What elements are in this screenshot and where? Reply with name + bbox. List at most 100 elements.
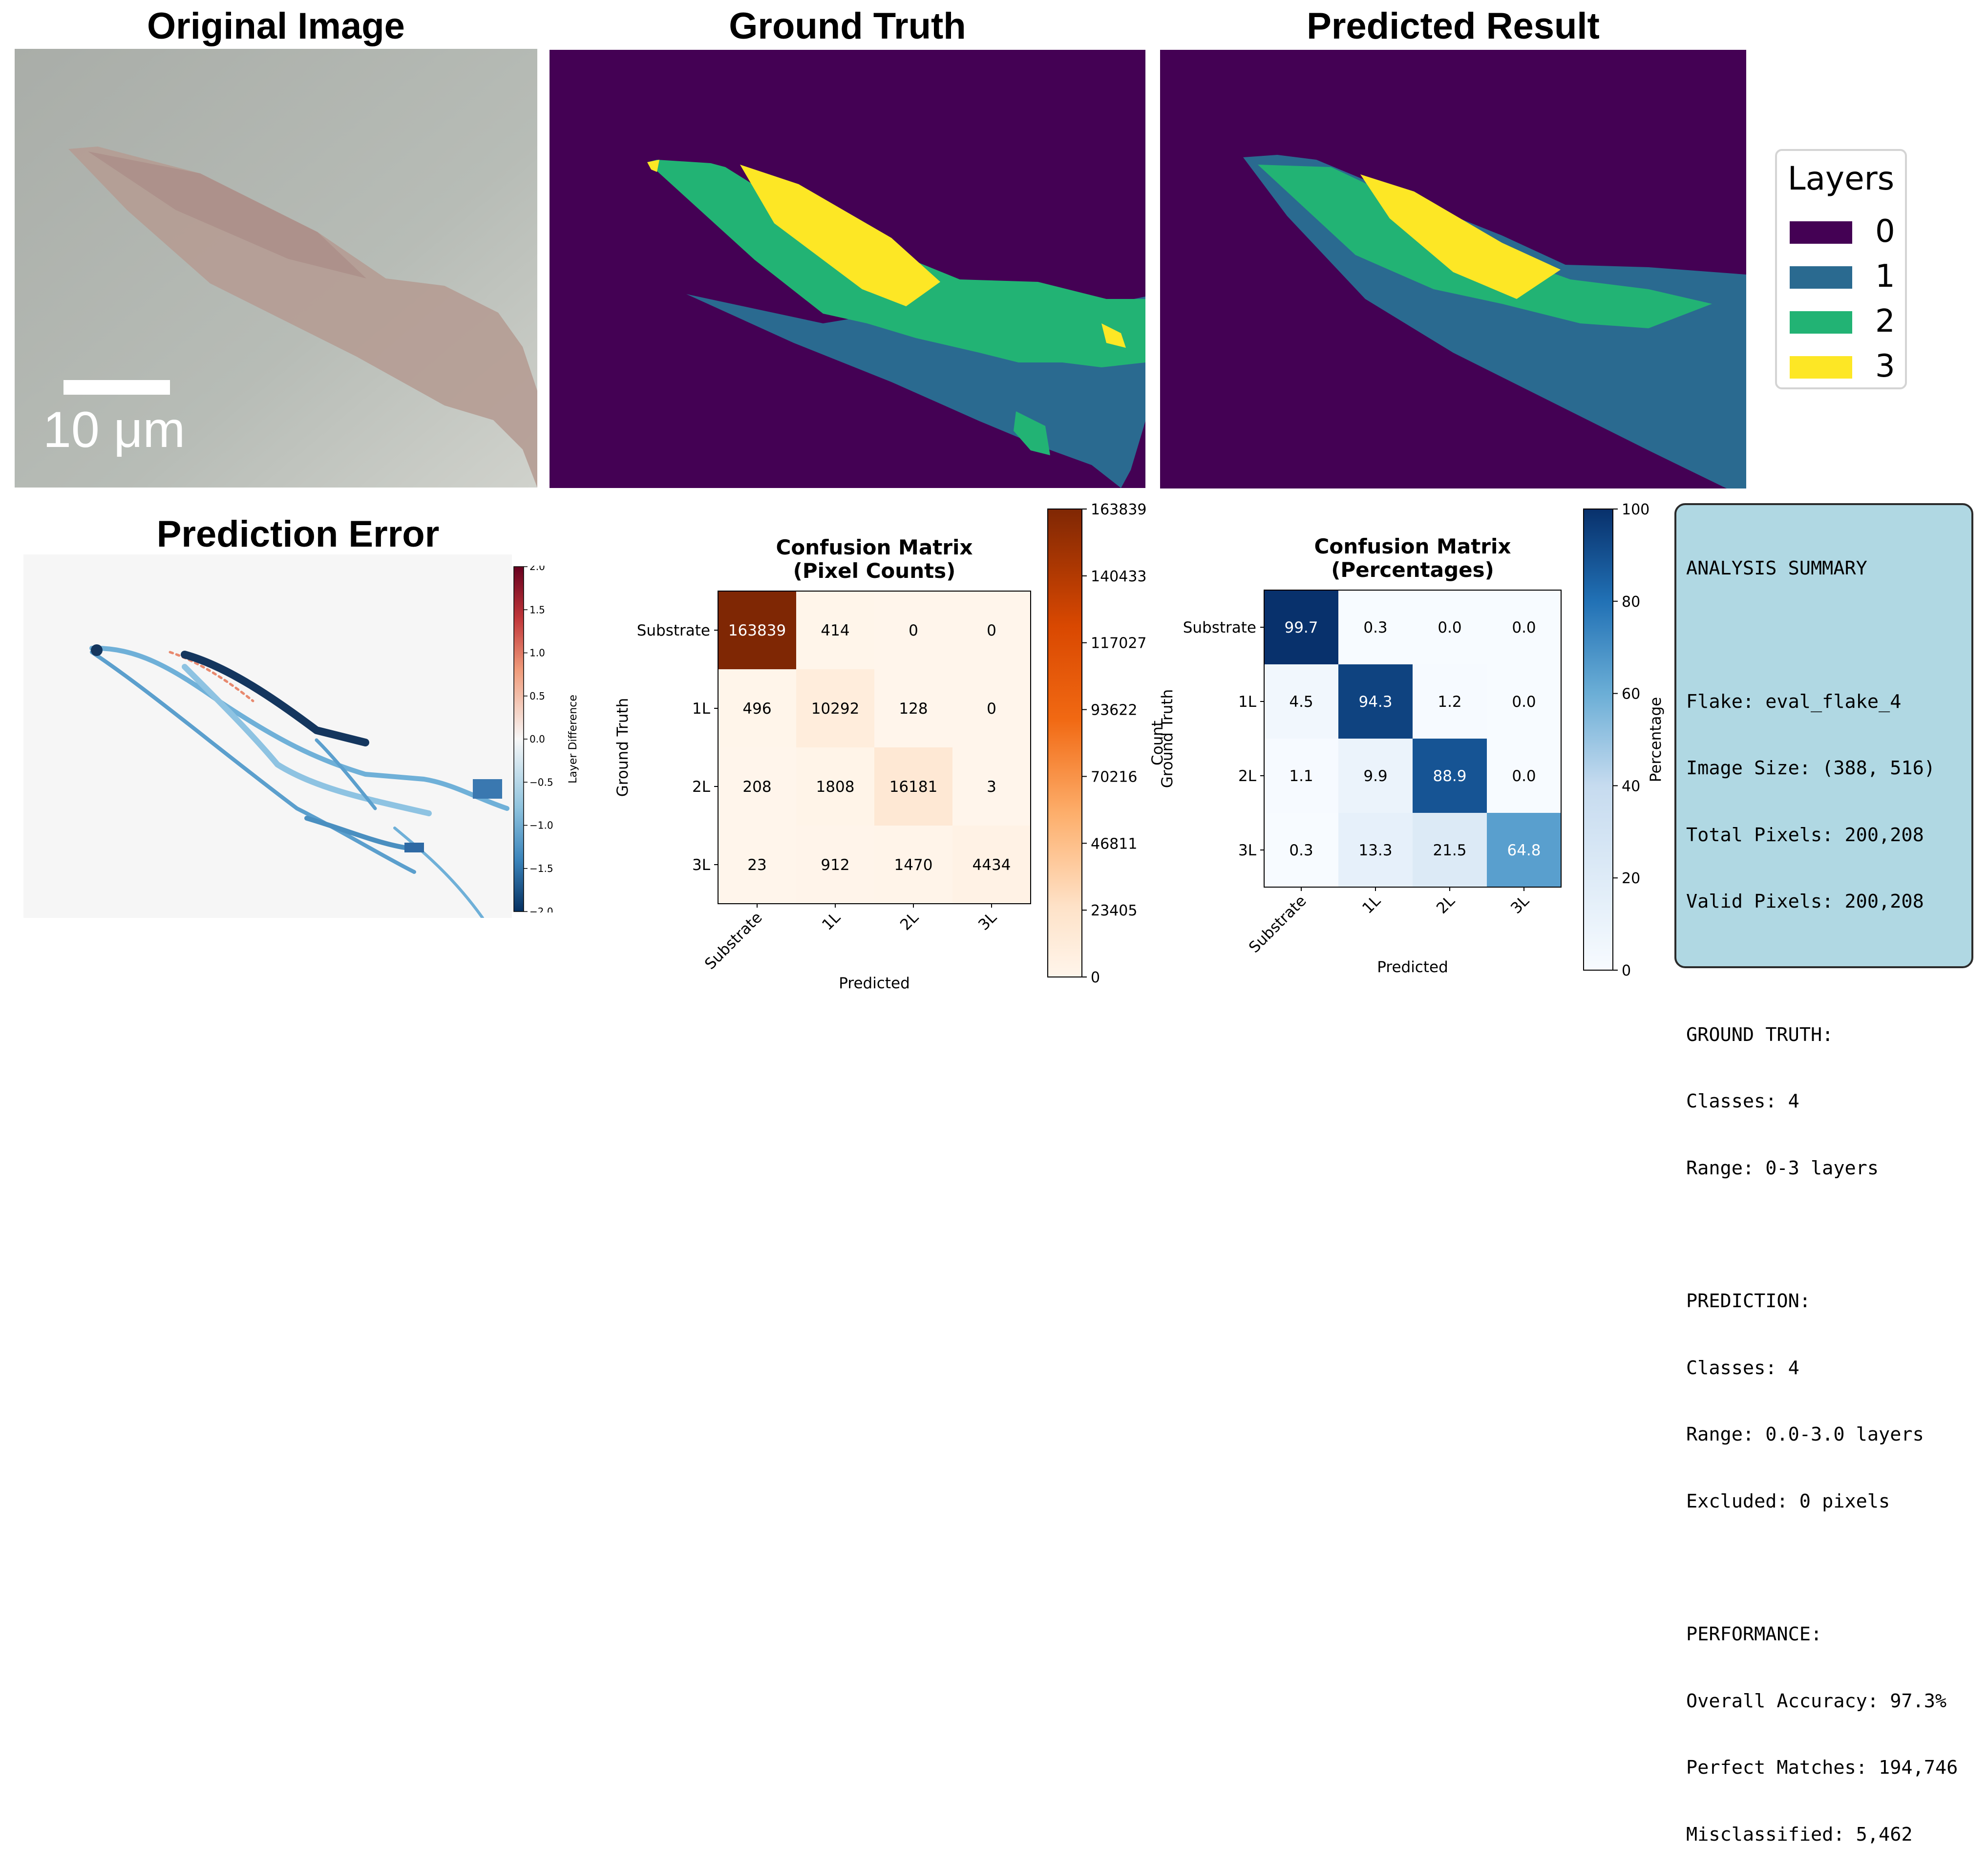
cm-cell-value: 0.0 — [1512, 693, 1536, 711]
cm-colorbar-tick-label: 20 — [1622, 870, 1640, 887]
error-colorbar-tick-label: −1.0 — [529, 820, 553, 831]
prediction-error-title: Prediction Error — [156, 513, 440, 555]
summary-total-pixels: Total Pixels: 200,208 — [1686, 824, 1924, 846]
cm-cell-value: 94.3 — [1358, 693, 1392, 711]
cm-cell — [718, 826, 796, 904]
cm-xlabel: Predicted — [839, 975, 910, 992]
legend-label: 1 — [1875, 258, 1895, 295]
legend-swatch — [1790, 311, 1852, 334]
cm-colorbar-tick-label: 46811 — [1091, 835, 1137, 852]
cm-cell — [952, 826, 1031, 904]
cm-cell-value: 99.7 — [1284, 619, 1318, 637]
cm-colorbar-tick-label: 60 — [1622, 686, 1640, 703]
error-map — [23, 554, 512, 918]
cm-cell — [874, 591, 952, 669]
cm-cell — [1487, 739, 1561, 813]
legend-swatch — [1790, 221, 1852, 244]
cm-cell-value: 3 — [987, 778, 996, 796]
cm-cell — [874, 826, 952, 904]
cm-cell-value: 0.0 — [1512, 767, 1536, 785]
error-colorbar-tick-label: −2.0 — [529, 906, 553, 913]
cm-frame — [718, 591, 1031, 904]
predicted-image — [1160, 50, 1746, 488]
legend-item: 3 — [1790, 348, 1897, 384]
error-tip — [91, 644, 103, 656]
cm-cell — [796, 669, 874, 747]
cm-colorbar-tick-label: 80 — [1622, 594, 1640, 611]
error-mid-band — [304, 816, 407, 850]
cm-cell — [1413, 813, 1487, 887]
cm-xlabel: Predicted — [1377, 958, 1448, 976]
cm-colorbar-tick-label: 117027 — [1091, 635, 1147, 652]
cm-title-line: Confusion Matrix — [776, 535, 973, 559]
summary-gt-range: Range: 0-3 layers — [1686, 1157, 1879, 1179]
cm-cell — [1487, 590, 1561, 664]
cm-cell — [796, 826, 874, 904]
cm-frame — [1264, 590, 1562, 888]
cm-colorbar-tick-label: 70216 — [1091, 768, 1137, 785]
legend-swatch — [1790, 356, 1852, 379]
cm-colorbar-tick-label: 0 — [1622, 962, 1631, 979]
error-colorbar-tick-label: 0.5 — [529, 690, 545, 702]
cm-x-tick-label: 1L — [819, 909, 844, 934]
cm-x-tick-label: 2L — [897, 909, 922, 934]
cm-cell-value: 4434 — [973, 856, 1011, 874]
cm-title-line: (Pixel Counts) — [793, 559, 956, 583]
error-edge-lower — [90, 650, 416, 874]
cm-y-tick-label: 1L — [1238, 693, 1257, 711]
cm-cell-value: 21.5 — [1433, 842, 1466, 859]
cm-x-tick-label: Substrate — [701, 909, 766, 973]
cm-x-tick-label: Substrate — [1246, 892, 1310, 956]
cm-cell — [1487, 664, 1561, 739]
cm-colorbar-tick-label: 23405 — [1091, 902, 1137, 919]
cm-y-tick-label: 3L — [692, 856, 711, 874]
cm-x-tick-label: 1L — [1359, 892, 1384, 917]
cm-cell — [952, 747, 1031, 826]
gt-layer3-edge-region — [1101, 323, 1126, 348]
error-map-svg — [23, 554, 512, 918]
cm-cell-value: 9.9 — [1363, 767, 1387, 785]
summary-pred-classes: Classes: 4 — [1686, 1357, 1799, 1379]
layers-legend: Layers 0 1 2 3 — [1775, 149, 1907, 389]
error-lower-tail — [393, 827, 484, 918]
cm-cell-value: 496 — [742, 700, 771, 718]
summary-image-size: Image Size: (388, 516) — [1686, 757, 1935, 779]
cm-title-line: Confusion Matrix — [1314, 534, 1511, 558]
error-colorbar: 2.0 1.5 1.0 0.5 0.0 −0.5 −1.0 −1.5 −2.0 Layer Di… — [513, 566, 579, 913]
cm-cell-value: 0 — [987, 700, 996, 718]
cm-y-tick-label: 3L — [1238, 842, 1257, 859]
pred-layer3-region — [1360, 174, 1561, 299]
cm-cell-value: 128 — [899, 700, 928, 718]
summary-heading: ANALYSIS SUMMARY — [1686, 557, 1867, 579]
summary-accuracy: Overall Accuracy: 97.3% — [1686, 1690, 1947, 1712]
summary-misclassified: Misclassified: 5,462 — [1686, 1823, 1913, 1846]
ground-truth-image — [550, 50, 1145, 488]
cm-cell-value: 163839 — [728, 622, 786, 639]
cm-cell — [1413, 590, 1487, 664]
gt-layer3-region — [740, 165, 940, 306]
summary-pred-excluded: Excluded: 0 pixels — [1686, 1490, 1890, 1512]
cm-cell-value: 10292 — [811, 700, 860, 718]
scale-bar — [63, 380, 170, 395]
cm-x-tick-label: 3L — [1507, 892, 1533, 917]
error-colorbar-tick-label: 0.0 — [529, 733, 545, 745]
legend-item: 1 — [1790, 258, 1897, 295]
cm-colorbar-tick-label: 100 — [1622, 503, 1650, 518]
analysis-summary: ANALYSIS SUMMARY Flake: eval_flake_4 Ima… — [1674, 503, 1973, 1846]
summary-pred-range: Range: 0.0-3.0 layers — [1686, 1423, 1924, 1445]
cm-cell-value: 208 — [742, 778, 771, 796]
ground-truth-title: Ground Truth — [729, 5, 966, 47]
cm-colorbar — [1047, 509, 1082, 977]
error-colorbar-label: Layer Difference — [567, 695, 579, 784]
scale-bar-label: 10 μm — [43, 402, 185, 458]
summary-perf-heading: PERFORMANCE: — [1686, 1623, 1822, 1645]
cm-cell — [952, 591, 1031, 669]
summary-pred-heading: PREDICTION: — [1686, 1290, 1811, 1312]
legend-title: Layers — [1787, 160, 1895, 197]
cm-x-tick-label: 3L — [975, 909, 1000, 934]
cm-cell-value: 0.0 — [1438, 619, 1461, 637]
original-image-svg: 10 μm — [15, 49, 537, 488]
confusion-matrix-percentages: Confusion Matrix(Percentages) 99.7 0.3 0.0 0… — [1159, 503, 1665, 979]
cm-y-tick-label: 2L — [1238, 767, 1257, 785]
error-colorbar-tick-label: −1.5 — [529, 863, 553, 874]
